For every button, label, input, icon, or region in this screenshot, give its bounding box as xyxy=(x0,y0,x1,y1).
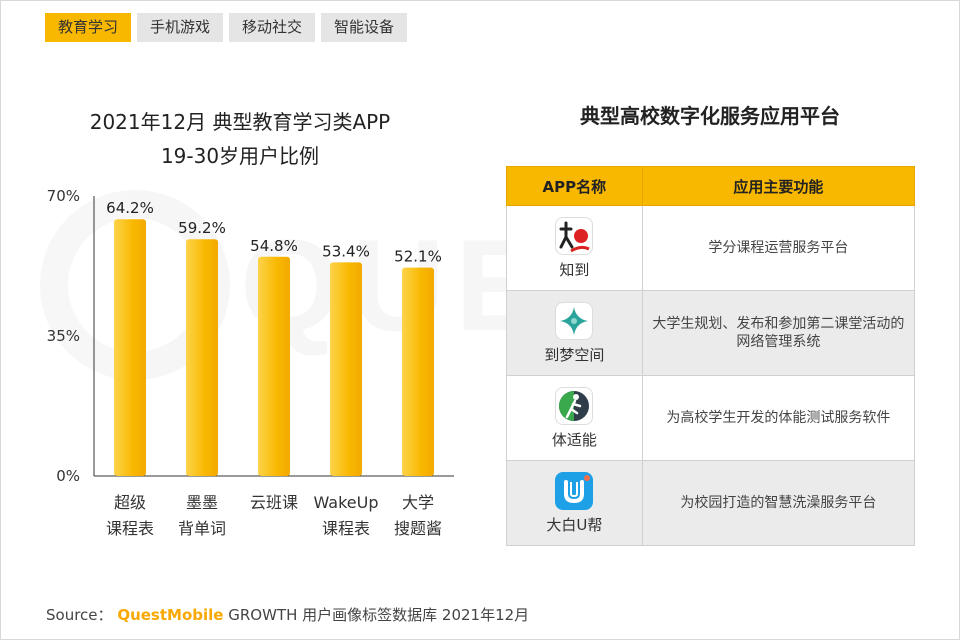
app-name: 知到 xyxy=(559,260,590,279)
app-function: 为校园打造的智慧洗澡服务平台 xyxy=(641,460,916,546)
bar xyxy=(186,239,218,476)
app-cell: 体适能 xyxy=(506,375,643,461)
table-header-row: APP名称 应用主要功能 xyxy=(506,166,916,206)
bar xyxy=(114,219,146,476)
app-cell: 到梦空间 xyxy=(506,290,643,376)
app-function: 大学生规划、发布和参加第二课堂活动的 网络管理系统 xyxy=(641,290,916,376)
chart-title-line1: 2021年12月 典型教育学习类APP xyxy=(89,110,391,134)
source-prefix: Source： xyxy=(46,606,113,624)
category-tabs: 教育学习 手机游戏 移动社交 智能设备 xyxy=(45,13,408,42)
app-cell: 知到 xyxy=(506,205,643,291)
function-text-line2: 网络管理系统 xyxy=(736,334,821,350)
x-category-label: 课程表 xyxy=(106,519,154,538)
x-category-label: 云班课 xyxy=(250,493,298,512)
tishineng-icon xyxy=(555,386,594,425)
app-function: 学分课程运营服务平台 xyxy=(641,205,916,291)
table-row: 到梦空间 大学生规划、发布和参加第二课堂活动的 网络管理系统 xyxy=(506,290,916,376)
bar-value-label: 64.2% xyxy=(106,199,154,217)
y-tick-label: 35% xyxy=(47,327,80,345)
source-rest: GROWTH 用户画像标签数据库 2021年12月 xyxy=(228,606,530,624)
source-note: Source： QuestMobile GROWTH 用户画像标签数据库 202… xyxy=(46,604,529,625)
function-text: 为高校学生开发的体能测试服务软件 xyxy=(666,410,891,426)
app-cell: 大白U帮 xyxy=(506,460,643,546)
app-name: 到梦空间 xyxy=(544,345,605,364)
bar-value-label: 54.8% xyxy=(250,237,298,255)
function-text: 为校园打造的智慧洗澡服务平台 xyxy=(680,495,877,511)
x-category-label: 超级 xyxy=(114,493,146,512)
tab-education[interactable]: 教育学习 xyxy=(45,13,132,42)
header-main-function: 应用主要功能 xyxy=(641,166,916,206)
header-app-name: APP名称 xyxy=(506,166,643,206)
chart-title: 2021年12月 典型教育学习类APP 19-30岁用户比例 xyxy=(40,105,440,173)
x-category-label: WakeUp xyxy=(313,493,378,512)
table-row: 体适能 为高校学生开发的体能测试服务软件 xyxy=(506,375,916,461)
x-category-label: 搜题酱 xyxy=(394,519,442,538)
chart-title-line2: 19-30岁用户比例 xyxy=(160,144,320,168)
tab-social[interactable]: 移动社交 xyxy=(229,13,316,42)
app-function: 为高校学生开发的体能测试服务软件 xyxy=(641,375,916,461)
function-text-line1: 大学生规划、发布和参加第二课堂活动的 xyxy=(652,316,905,332)
x-category-label: 大学 xyxy=(402,493,434,512)
bar-value-label: 59.2% xyxy=(178,219,226,237)
x-category-label: 背单词 xyxy=(178,519,226,538)
bar xyxy=(258,256,290,476)
bar-value-label: 52.1% xyxy=(394,248,442,266)
table-row: 知到 学分课程运营服务平台 xyxy=(506,205,916,291)
bar xyxy=(330,262,362,476)
bar xyxy=(402,267,434,476)
dabaiubang-icon xyxy=(555,471,594,510)
daomeng-icon xyxy=(555,301,594,340)
bar-value-label: 53.4% xyxy=(322,242,370,260)
app-name: 体适能 xyxy=(551,430,597,449)
y-tick-label: 70% xyxy=(47,187,80,205)
table-title: 典型高校数字化服务应用平台 xyxy=(580,104,840,128)
y-tick-label: 0% xyxy=(56,467,80,485)
source-brand: QuestMobile xyxy=(117,606,224,624)
x-category-label: 墨墨 xyxy=(186,493,218,512)
table-row: 大白U帮 为校园打造的智慧洗澡服务平台 xyxy=(506,460,916,546)
zhidao-icon xyxy=(555,216,594,255)
tab-mobile-games[interactable]: 手机游戏 xyxy=(137,13,224,42)
tab-smart-devices[interactable]: 智能设备 xyxy=(321,13,408,42)
app-table: APP名称 应用主要功能 知到 xyxy=(506,166,916,546)
x-category-label: 课程表 xyxy=(322,519,370,538)
app-name: 大白U帮 xyxy=(546,515,603,534)
function-text: 学分课程运营服务平台 xyxy=(708,240,849,256)
